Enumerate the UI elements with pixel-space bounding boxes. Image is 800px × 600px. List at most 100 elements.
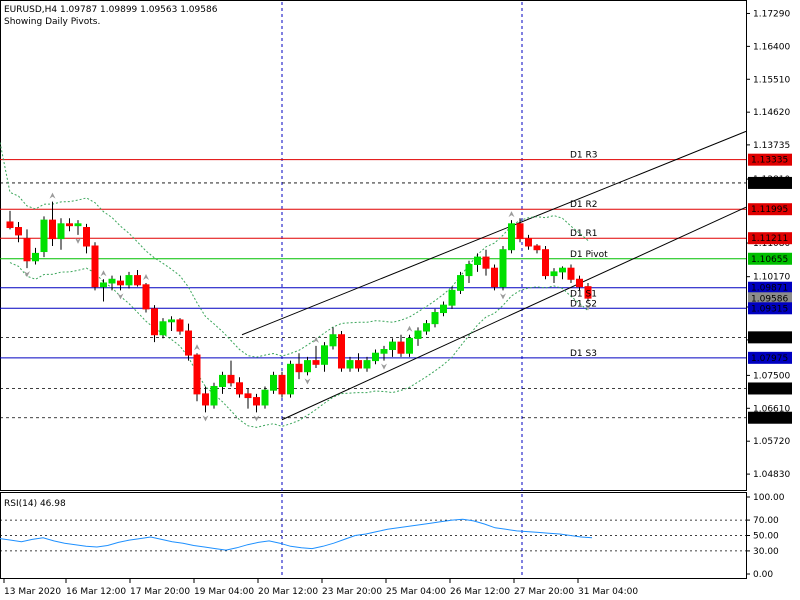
candle <box>508 220 515 254</box>
price-label-box <box>748 382 792 395</box>
price-label-box <box>748 292 792 305</box>
candle <box>542 246 549 280</box>
price-label: 1.13335 <box>751 156 788 166</box>
candle <box>117 275 124 291</box>
price-label: 1.09871 <box>751 284 788 294</box>
candle <box>440 301 447 317</box>
time-tick-label: 17 Mar 20:00 <box>130 587 190 597</box>
fractal-up-marker <box>194 344 200 351</box>
candle <box>516 218 524 243</box>
candle <box>457 271 464 295</box>
candle <box>584 282 592 302</box>
candle <box>448 286 456 309</box>
price-label: 1.09315 <box>751 304 788 314</box>
time-tick-label: 19 Mar 04:00 <box>194 587 254 597</box>
main-pane-frame <box>0 0 747 491</box>
fractal-up-marker <box>49 192 56 199</box>
price-tick-label: 1.15510 <box>753 75 790 85</box>
candle <box>176 318 184 335</box>
price-label: 1.06355 <box>751 414 788 424</box>
time-tick-label: 13 Mar 2020 <box>4 587 61 597</box>
candle <box>287 360 294 398</box>
candle <box>134 270 141 287</box>
candle <box>559 266 566 280</box>
candle <box>159 318 167 339</box>
rsi-tick-label: 30.00 <box>753 547 779 557</box>
candle <box>406 334 413 357</box>
pivot-name: D1 Pivot <box>570 250 608 260</box>
candle <box>6 210 14 230</box>
price-label: 1.12706 <box>751 179 788 189</box>
price-label: 1.07146 <box>751 384 788 394</box>
rsi-label: RSI(14) 46.98 <box>4 499 66 509</box>
trend-channel[interactable] <box>241 130 747 421</box>
candle <box>244 388 252 409</box>
rsi-tick-label: 100.00 <box>753 493 785 503</box>
pivot-name: D1 R3 <box>570 151 598 161</box>
fractal-down-marker <box>24 271 30 278</box>
candle <box>66 218 73 232</box>
fractal-down-marker <box>75 237 81 244</box>
candle <box>567 264 575 283</box>
candle <box>219 371 226 394</box>
candle <box>329 327 337 350</box>
fractal-down-marker <box>253 415 260 422</box>
candle <box>295 353 303 380</box>
price-tick-label: 1.17290 <box>753 9 790 19</box>
pivot-name: D1 S3 <box>570 349 597 359</box>
candle <box>363 356 371 372</box>
candles <box>6 201 592 413</box>
candle <box>32 247 39 265</box>
candle <box>474 253 481 272</box>
candle <box>142 282 150 313</box>
price-label-box <box>748 411 792 424</box>
symbol-header: EURUSD,H4 1.09787 1.09899 1.09563 1.0958… <box>4 5 218 15</box>
fractal-down-marker <box>202 415 209 422</box>
time-tick-label: 20 Mar 12:00 <box>258 587 318 597</box>
fractal-up-marker <box>406 325 413 332</box>
pivot-note: Showing Daily Pivots. <box>4 17 100 27</box>
rsi-tick-label: 70.00 <box>753 516 779 526</box>
candle <box>499 246 507 291</box>
price-tick-label: 1.04830 <box>753 470 790 480</box>
price-tick-label: 1.10170 <box>753 273 790 283</box>
price-label-box <box>748 351 792 364</box>
candle <box>465 260 473 283</box>
price-tick-label: 1.14620 <box>753 108 790 118</box>
price-tick-label: 1.06610 <box>753 404 790 414</box>
candle <box>210 382 218 409</box>
pivot-name: D1 S1 <box>570 290 597 300</box>
pivot-name: D1 S2 <box>570 299 597 309</box>
upper-band <box>0 142 589 358</box>
candle <box>312 345 320 368</box>
candle <box>40 216 48 258</box>
candle <box>389 338 396 357</box>
fractal-up-marker <box>313 336 319 343</box>
candle <box>23 229 31 269</box>
candle <box>125 271 133 289</box>
price-label-box <box>748 252 792 265</box>
price-label: 1.09586 <box>751 294 788 304</box>
candle <box>576 275 583 291</box>
price-axis: 1.172901.164001.155101.146201.137351.128… <box>746 9 792 480</box>
fractal-down-marker <box>585 304 591 311</box>
rsi-tick-label: 50.00 <box>753 532 779 542</box>
price-label-box <box>748 203 792 216</box>
time-tick-label: 31 Mar 04:00 <box>578 587 638 597</box>
candle <box>338 331 345 372</box>
candle <box>397 334 405 357</box>
fractal-down-marker <box>304 378 311 385</box>
candle <box>278 371 286 398</box>
candle <box>423 319 430 335</box>
candle <box>49 201 56 246</box>
fractal-up-marker <box>100 270 107 277</box>
price-label-box <box>748 281 792 294</box>
fractal-markers <box>24 192 591 422</box>
candle <box>346 356 354 372</box>
channel-upper-line[interactable] <box>241 130 747 336</box>
candle <box>550 268 558 283</box>
candle <box>236 377 243 398</box>
candle <box>151 305 158 343</box>
channel-lower-line[interactable] <box>281 206 747 421</box>
